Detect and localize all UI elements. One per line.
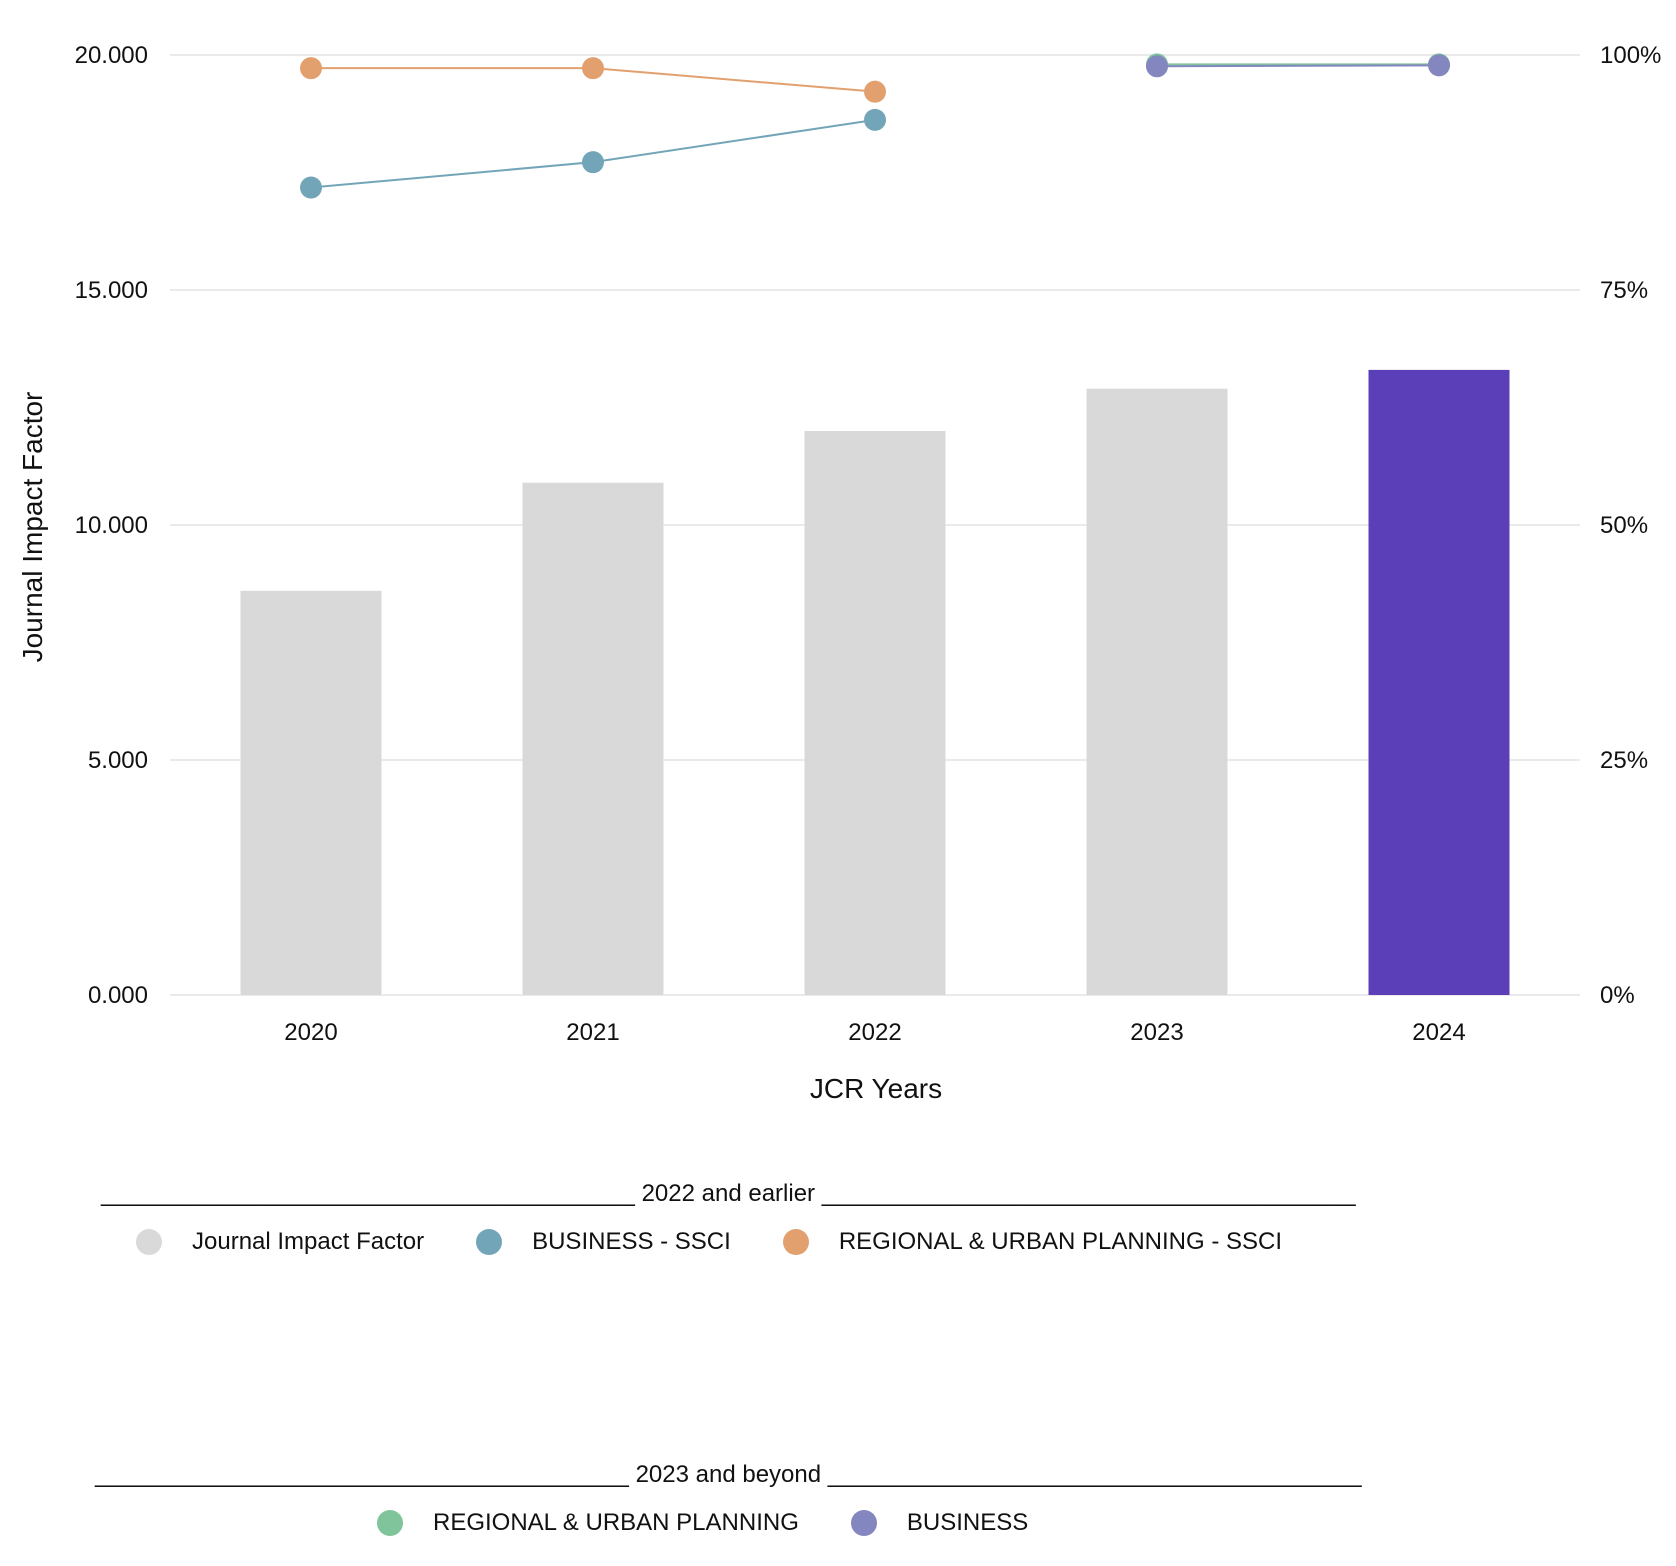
x-tick-label: 2020: [284, 1019, 337, 1046]
legend-swatch: [377, 1510, 403, 1536]
y-tick-label: 10.000: [75, 512, 148, 539]
legend-label: Journal Impact Factor: [192, 1228, 425, 1255]
bar-2022: [804, 431, 946, 995]
y2-tick-label: 100%: [1600, 42, 1661, 69]
y2-tick-label: 0%: [1600, 982, 1635, 1009]
legend-item-regional-urban-planning[interactable]: REGIONAL & URBAN PLANNING: [377, 1509, 799, 1537]
y-axis-title: Journal Impact Factor: [17, 392, 48, 663]
series-point-business-ssci: [864, 108, 886, 131]
legend-swatch: [782, 1229, 809, 1255]
series-point-business: [1146, 55, 1168, 78]
legend-label: BUSINESS: [906, 1509, 1029, 1536]
legend-label: REGIONAL & URBAN PLANNING - SSCI: [838, 1228, 1283, 1255]
series-lines: [300, 53, 1450, 199]
series-point-business-ssci: [300, 176, 322, 199]
legend-swatch: [476, 1229, 503, 1255]
legend-swatch: [850, 1510, 877, 1536]
tick-labels: 0.000 0% 5.000 25% 10.000 50% 15.000 75% 20.000 1…: [75, 42, 1662, 1046]
bar-2020: [240, 590, 382, 995]
series-point-business-ssci: [582, 151, 604, 174]
bar-2023: [1086, 388, 1228, 995]
y-tick-label: 5.000: [88, 747, 148, 774]
x-tick-label: 2021: [566, 1019, 619, 1046]
legend-item-regional-urban-planning-ssci[interactable]: REGIONAL & URBAN PLANNING - SSCI: [782, 1228, 1283, 1256]
series-point-business: [1428, 54, 1450, 77]
series-point-regional-urban-planning-ssci: [582, 57, 604, 80]
legend-label: BUSINESS - SSCI: [532, 1228, 731, 1255]
bars: [240, 369, 1510, 995]
y2-tick-label: 25%: [1600, 747, 1648, 774]
legend-heading-2022-and-earlier: ________________________________________…: [101, 1180, 1356, 1207]
y2-tick-label: 50%: [1600, 512, 1648, 539]
legend-row-2023-and-beyond: REGIONAL & URBAN PLANNING BUSINESS: [377, 1509, 1028, 1537]
legend-item-business[interactable]: BUSINESS: [850, 1509, 1029, 1537]
series-point-regional-urban-planning-ssci: [300, 57, 322, 80]
legend-label: REGIONAL & URBAN PLANNING: [433, 1509, 799, 1536]
y-tick-label: 20.000: [75, 42, 148, 69]
x-tick-label: 2024: [1412, 1019, 1465, 1046]
y-tick-label: 0.000: [88, 982, 148, 1009]
series-point-regional-urban-planning-ssci: [864, 80, 886, 103]
y-tick-label: 15.000: [75, 277, 148, 304]
bar-2021: [522, 482, 664, 995]
legend-row-2022-and-earlier: Journal Impact Factor BUSINESS - SSCI RE…: [136, 1228, 1282, 1256]
bar-2024: [1368, 369, 1510, 995]
x-tick-label: 2022: [848, 1019, 901, 1046]
legend-item-business-ssci[interactable]: BUSINESS - SSCI: [476, 1228, 731, 1256]
legend-swatch: [136, 1229, 162, 1255]
series-line-business: [1156, 64, 1440, 68]
legend-heading-2023-and-beyond: ________________________________________…: [95, 1461, 1362, 1488]
x-tick-label: 2023: [1130, 1019, 1183, 1046]
legend-item-journal-impact-factor[interactable]: Journal Impact Factor: [136, 1228, 424, 1256]
chart: 0.000 0% 5.000 25% 10.000 50% 15.000 75% 20.000 1…: [17, 42, 1662, 1104]
y2-tick-label: 75%: [1600, 277, 1648, 304]
x-axis-title: JCR Years: [810, 1073, 942, 1104]
